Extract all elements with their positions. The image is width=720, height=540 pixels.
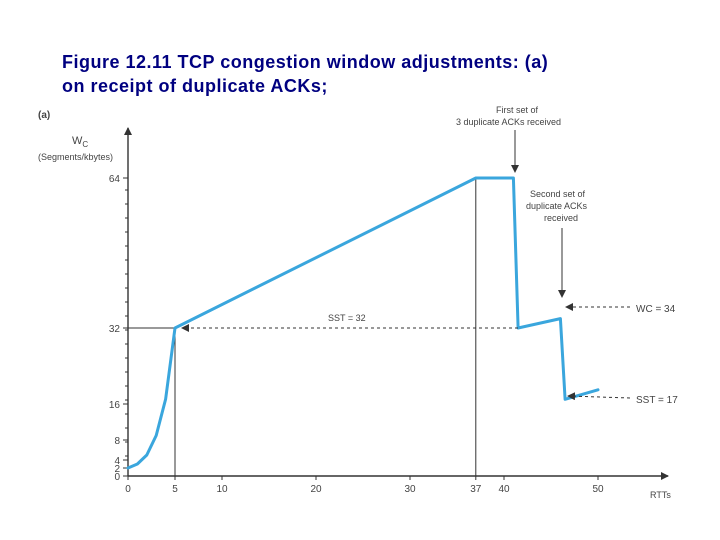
x-axis-label: RTTs <box>650 490 671 500</box>
y-tick-label-0: 0 <box>114 472 120 483</box>
y-axis-label: (Segments/kbytes) <box>38 152 113 162</box>
x-tick-label-10: 10 <box>216 484 228 495</box>
y-axis-label-sub: C <box>82 140 88 149</box>
congestion-window-line <box>126 176 600 470</box>
sst-17-dashed-arrow <box>567 392 631 401</box>
y-tick-label-4: 4 <box>114 456 120 467</box>
annotation-first-dup-line2: 3 duplicate ACKs received <box>456 117 561 127</box>
y-axis-label-w: W <box>72 135 83 147</box>
y-tick-label-2: 2 <box>114 464 120 475</box>
y-tick-label-64: 64 <box>109 174 121 185</box>
x-tick-label-37: 37 <box>470 484 482 495</box>
x-tick-label-50: 50 <box>592 484 604 495</box>
y-tick-label-8: 8 <box>114 436 120 447</box>
annotation-sst-32: SST = 32 <box>328 313 366 323</box>
annotation-wc-34: WC = 34 <box>636 304 676 315</box>
x-tick-label-20: 20 <box>310 484 322 495</box>
annotation-sst-17: SST = 17 <box>636 395 678 406</box>
panel-label: (a) <box>38 110 50 121</box>
annotation-second-dup-line3: received <box>544 213 578 223</box>
x-tick-label-40: 40 <box>498 484 510 495</box>
annotation-first-dup-line1: First set of <box>496 105 539 115</box>
annotation-second-dup-line2: duplicate ACKs <box>526 201 588 211</box>
y-axis-label-symbol: WC <box>72 135 88 149</box>
ticks-layer: 0 5 10 20 30 37 40 50 024 8 16 32 64 <box>109 174 604 495</box>
x-tick-label-0: 0 <box>125 484 131 495</box>
annotation-second-dup-line1: Second set of <box>530 189 586 199</box>
y-tick-label-32: 32 <box>109 324 121 335</box>
x-tick-label-30: 30 <box>404 484 416 495</box>
x-tick-label-5: 5 <box>172 484 178 495</box>
y-tick-label-16: 16 <box>109 400 121 411</box>
slide-title: Figure 12.11 TCP congestion window adjus… <box>62 52 549 96</box>
